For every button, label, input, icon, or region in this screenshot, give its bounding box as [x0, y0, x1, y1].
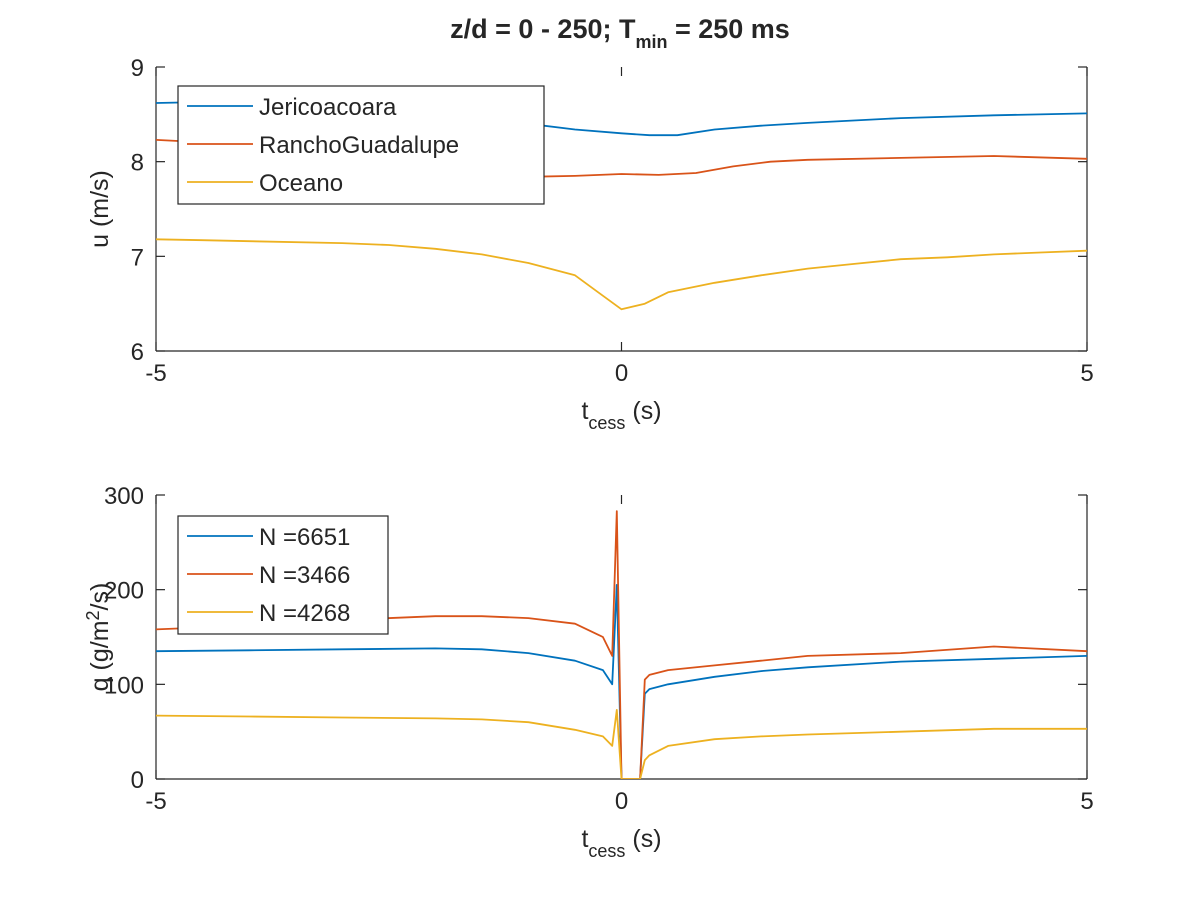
- legend-label-3: Oceano: [259, 170, 343, 197]
- legend-label-1: N =6651: [259, 524, 350, 551]
- y-tick-label: 100: [104, 672, 144, 699]
- y-axis-label-tail: /s): [86, 583, 114, 611]
- y-axis-label-superscript: 2: [83, 610, 103, 620]
- x-tick-label: -5: [145, 360, 166, 387]
- legend-label-2: N =3466: [259, 562, 350, 589]
- x-tick-label: 0: [615, 788, 628, 815]
- x-tick-label: 0: [615, 360, 628, 387]
- legend-label-3: N =4268: [259, 600, 350, 627]
- y-axis-label: q (g/m2/s): [83, 583, 114, 692]
- y-tick-label: 6: [131, 339, 144, 366]
- y-tick-label: 9: [131, 55, 144, 82]
- figure-title: z/d = 0 - 250; Tmin = 250 ms: [450, 14, 790, 52]
- figure-title-main: z/d = 0 - 250; T: [450, 14, 636, 44]
- y-axis-label-main: q (g/m: [86, 620, 114, 691]
- x-axis-label-subscript: cess: [588, 841, 625, 861]
- x-tick-label: 5: [1080, 788, 1093, 815]
- x-tick-label: 5: [1080, 360, 1093, 387]
- x-tick-label: -5: [145, 788, 166, 815]
- x-axis-label: tcess (s): [581, 397, 661, 433]
- y-tick-label: 0: [131, 767, 144, 794]
- x-axis-label-main: t: [581, 397, 588, 425]
- y-tick-label: 300: [104, 483, 144, 510]
- series-line-3: [156, 709, 1087, 779]
- x-axis-label: tcess (s): [581, 825, 661, 861]
- chart-panel-wind-speed: -5 0 5 6 7 8 9 tcess (s) u (m/s) Jericoacoara Ranc…: [86, 55, 1094, 433]
- x-axis-label-tail: (s): [625, 397, 661, 425]
- figure-title-subscript: min: [635, 32, 667, 52]
- x-axis-label-main: t: [581, 825, 588, 853]
- y-tick-label: 8: [131, 150, 144, 177]
- legend-label-2: RanchoGuadalupe: [259, 132, 459, 159]
- y-tick-label: 7: [131, 244, 144, 271]
- series-line-3: [156, 238, 1087, 311]
- series-line-2: [156, 510, 1087, 779]
- x-axis-label-tail: (s): [625, 825, 661, 853]
- figure-title-tail: = 250 ms: [667, 14, 789, 44]
- legend: Jericoacoara RanchoGuadalupe Oceano: [177, 85, 545, 205]
- y-axis-label: u (m/s): [86, 170, 114, 248]
- y-tick-label: 200: [104, 578, 144, 605]
- y-axis-label-main: u (m/s): [86, 170, 114, 248]
- x-axis-label-subscript: cess: [588, 413, 625, 433]
- legend: N =6651 N =3466 N =4268: [177, 515, 389, 635]
- series-line-1: [156, 584, 1087, 779]
- legend-label-1: Jericoacoara: [259, 94, 397, 121]
